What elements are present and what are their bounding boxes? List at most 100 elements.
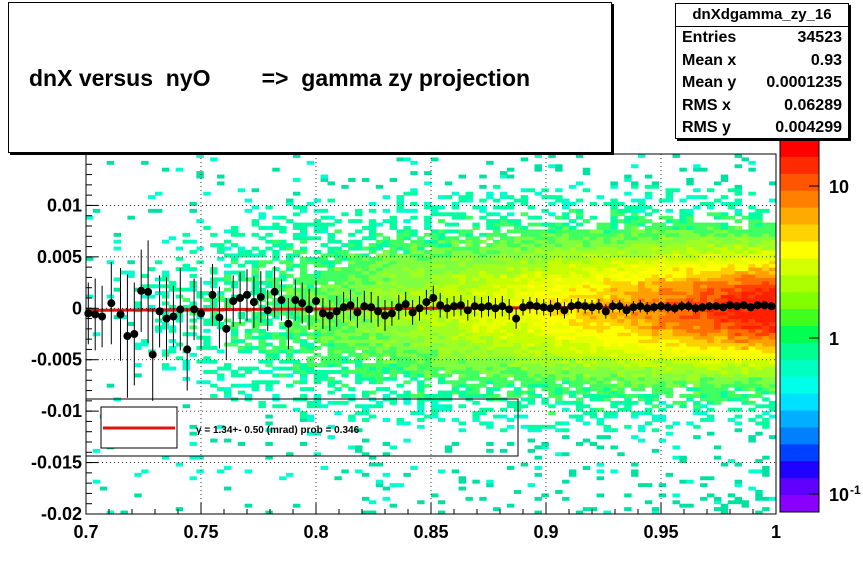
heatmap-cell: [327, 239, 335, 244]
heatmap-cell: [769, 280, 777, 285]
heatmap-cell: [644, 263, 653, 268]
profile-point: [137, 286, 146, 295]
heatmap-cell: [203, 226, 211, 230]
heatmap-cell: [582, 294, 591, 299]
heatmap-cell: [348, 394, 356, 398]
heatmap-cell: [700, 287, 708, 292]
heatmap-cell: [610, 291, 618, 296]
heatmap-cell: [403, 328, 411, 333]
heatmap-cell: [651, 387, 660, 392]
heatmap-cell: [389, 284, 397, 289]
heatmap-cell: [520, 363, 529, 368]
heatmap-cell: [375, 404, 384, 409]
heatmap-cell: [541, 376, 549, 381]
heatmap-cell: [320, 373, 328, 378]
heatmap-cell: [479, 208, 487, 213]
heatmap-cell: [520, 212, 529, 217]
heatmap-cell: [748, 332, 756, 337]
heatmap-cell: [693, 164, 701, 169]
heatmap-cell: [631, 356, 639, 361]
heatmap-cell: [624, 243, 632, 248]
heatmap-cell: [424, 215, 432, 220]
heatmap-cell: [658, 267, 667, 272]
heatmap-cell: [665, 383, 673, 388]
heatmap-cell: [624, 267, 632, 272]
heatmap-cell: [182, 239, 190, 244]
heatmap-cell: [182, 287, 190, 292]
heatmap-cell: [548, 267, 556, 272]
heatmap-cell: [727, 267, 736, 272]
heatmap-cell: [693, 205, 701, 210]
heatmap-cell: [575, 243, 584, 248]
heatmap-cell: [230, 270, 239, 275]
heatmap-cell: [582, 390, 591, 395]
heatmap-cell: [631, 260, 639, 265]
heatmap-cell: [713, 270, 722, 275]
heatmap-cell: [258, 291, 266, 296]
heatmap-cell: [665, 294, 673, 299]
heatmap-cell: [762, 284, 770, 289]
heatmap-cell: [258, 346, 266, 350]
heatmap-cell: [458, 270, 466, 275]
heatmap-cell: [113, 315, 121, 320]
profile-point: [677, 302, 686, 311]
heatmap-cell: [513, 280, 522, 285]
heatmap-cell: [638, 318, 646, 323]
heatmap-cell: [410, 239, 418, 244]
heatmap-cell: [589, 394, 598, 398]
heatmap-cell: [769, 366, 777, 371]
heatmap-cell: [424, 250, 432, 254]
heatmap-cell: [617, 394, 625, 398]
heatmap-cell: [251, 387, 259, 392]
heatmap-cell: [672, 229, 680, 234]
profile-point: [560, 306, 569, 315]
heatmap-cell: [362, 263, 370, 268]
heatmap-cell: [527, 366, 535, 371]
heatmap-cell: [444, 267, 453, 272]
heatmap-cell: [596, 418, 604, 422]
heatmap-cell: [403, 191, 411, 196]
heatmap-cell: [748, 243, 756, 248]
heatmap-cell: [617, 322, 625, 326]
heatmap-cell: [299, 236, 308, 241]
heatmap-cell: [506, 301, 515, 306]
heatmap-cell: [444, 277, 453, 282]
heatmap-cell: [506, 400, 515, 405]
heatmap-cell: [658, 291, 667, 296]
heatmap-cell: [92, 208, 101, 213]
heatmap-cell: [582, 507, 591, 512]
heatmap-cell: [258, 315, 266, 320]
heatmap-cell: [279, 339, 287, 344]
heatmap-cell: [382, 239, 391, 244]
heatmap-cell: [686, 376, 694, 381]
heatmap-cell: [755, 287, 763, 292]
heatmap-cell: [313, 352, 322, 357]
heatmap-cell: [334, 284, 342, 289]
heatmap-cell: [362, 346, 370, 350]
heatmap-cell: [562, 277, 570, 282]
heatmap-cell: [148, 284, 156, 289]
heatmap-cell: [527, 483, 535, 488]
heatmap-cell: [665, 315, 673, 320]
heatmap-cell: [727, 493, 736, 498]
heatmap-cell: [589, 311, 598, 316]
heatmap-cell: [424, 322, 432, 326]
heatmap-cell: [458, 476, 466, 481]
heatmap-cell: [320, 226, 328, 230]
heatmap-cell: [237, 339, 246, 344]
heatmap-cell: [375, 462, 384, 467]
heatmap-cell: [720, 322, 729, 326]
heatmap-cell: [658, 298, 667, 302]
heatmap-cell: [472, 250, 480, 254]
heatmap-cell: [327, 370, 335, 374]
heatmap-cell: [486, 274, 494, 278]
heatmap-cell: [644, 277, 653, 282]
heatmap-cell: [644, 311, 653, 316]
heatmap-cell: [120, 510, 128, 515]
heatmap-cell: [720, 250, 729, 254]
heatmap-cell: [589, 291, 598, 296]
heatmap-cell: [362, 342, 370, 347]
heatmap-cell: [748, 236, 756, 241]
heatmap-cell: [265, 352, 273, 357]
heatmap-cell: [306, 359, 315, 364]
